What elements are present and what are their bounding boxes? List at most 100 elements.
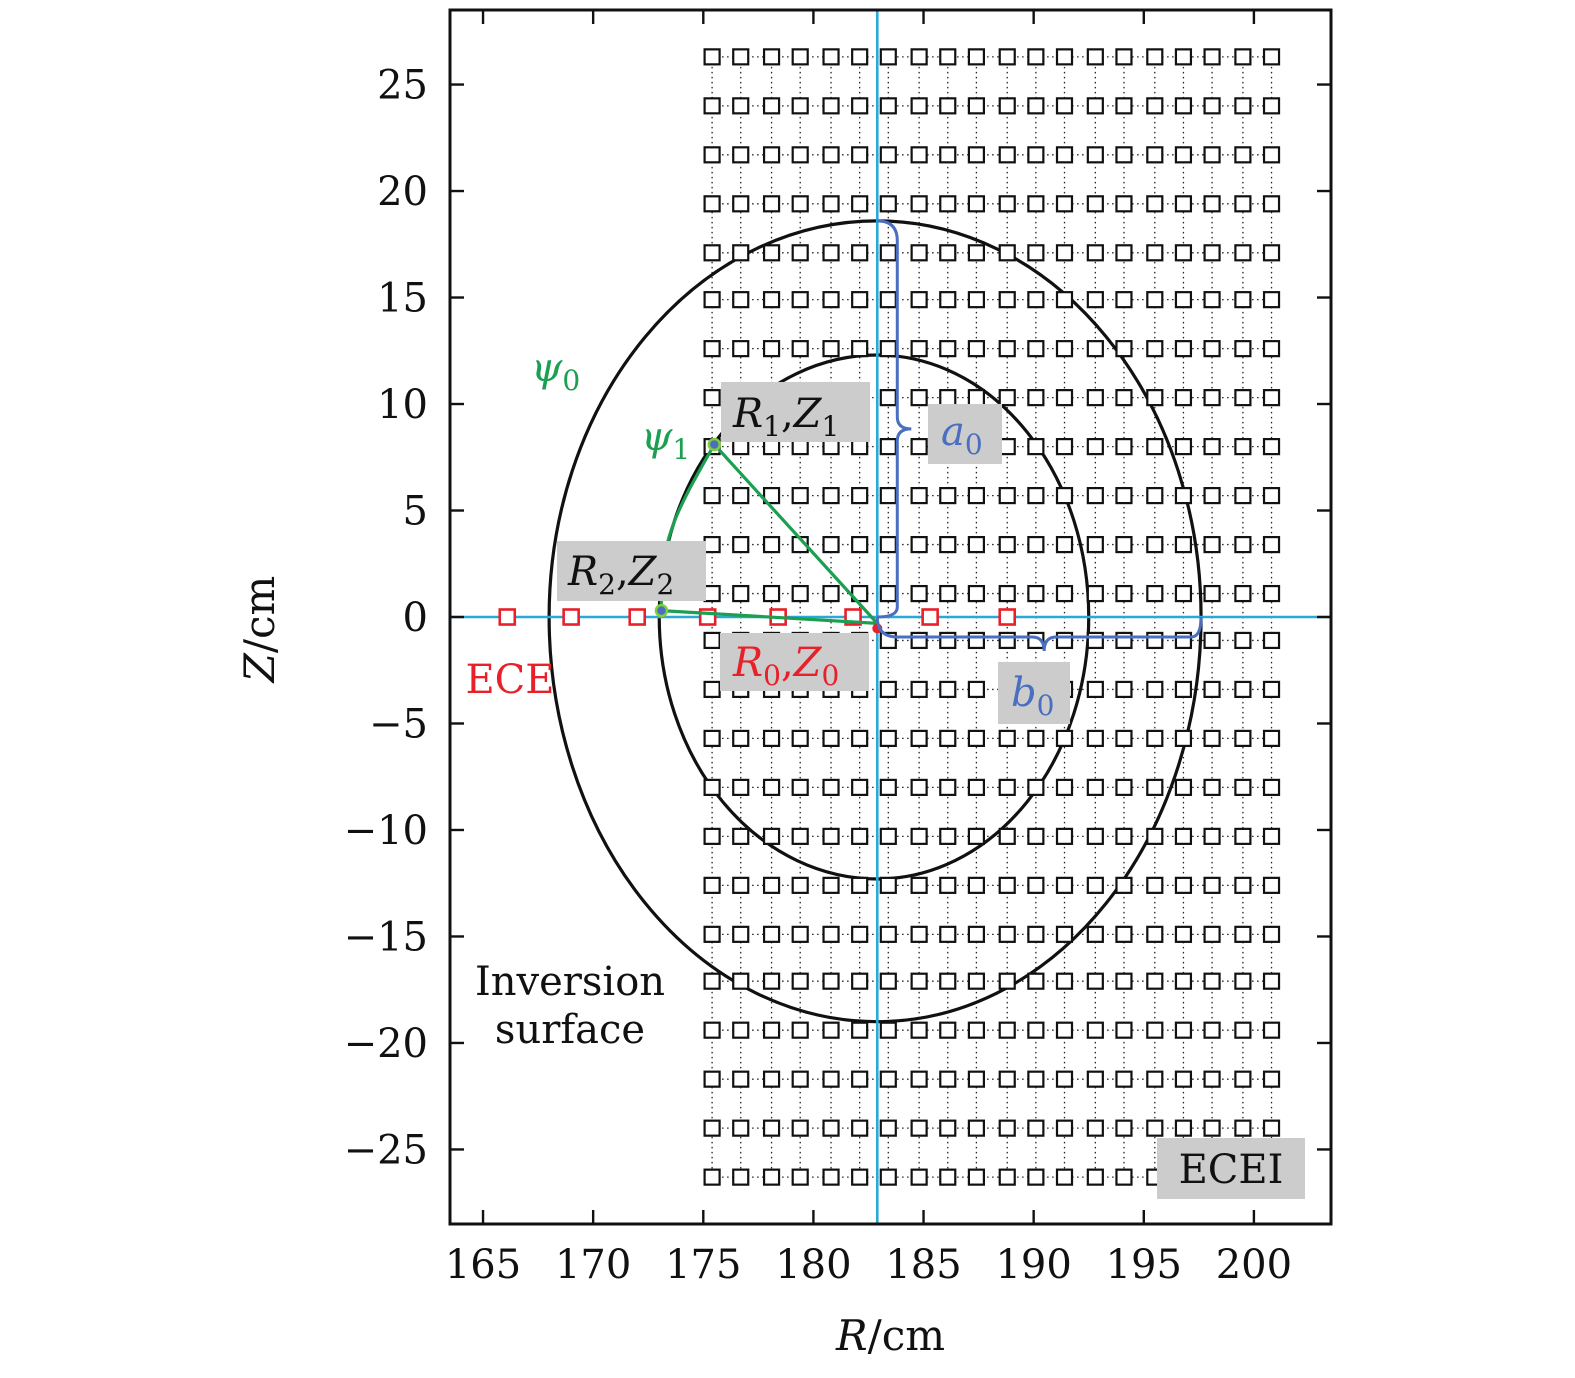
ecei-channel-marker [1262,1119,1281,1137]
ecei-channel-marker [1203,487,1221,505]
ecei-channel-marker [822,778,840,796]
ecei-channel-marker [1027,972,1045,990]
ecei-channel-marker [1146,876,1164,894]
sub: 0 [965,428,983,461]
var: a [941,409,965,455]
ecei-channel-marker [703,340,721,358]
ecei-channel-marker [1234,1119,1252,1137]
ecei-channel-marker [1027,97,1045,115]
ecei-channel-marker [1055,584,1074,603]
ecei-channel-marker [1234,778,1252,796]
ecei-channel-marker [998,291,1016,309]
ecei-channel-marker [762,244,781,262]
label-r2-z2: R2,Z2 [567,549,674,601]
ecei-channel-marker [1234,340,1252,358]
ecei-channel-marker [998,778,1016,796]
axis-label-unit: /cm [868,1311,946,1360]
comma: , [616,549,629,595]
ecei-channel-marker [1174,925,1193,943]
ecei-channel-marker [791,487,809,505]
ecei-channel-marker [1146,925,1164,943]
ecei-channel-marker [822,340,840,358]
ecei-channel-marker [1203,1021,1221,1039]
ecei-channel-marker [967,535,985,554]
ecei-channel-marker [1262,729,1281,748]
ecei-channel-marker [967,876,985,894]
ecei-channel-marker [967,195,985,213]
ecei-channel-marker [879,146,897,164]
a0-brace [877,219,912,619]
ecei-channel-marker [967,48,985,66]
ecei-channel-marker [967,1168,985,1186]
ecei-channel-marker [1262,584,1281,603]
ecei-channel-marker [1146,146,1164,164]
ecei-channel-marker [939,340,957,358]
ecei-channel-marker [967,291,985,309]
ecei-channel-marker [1055,1119,1074,1137]
ecei-channel-marker [910,729,928,748]
ecei-channel-marker [879,1119,897,1137]
ecei-channel-marker [1203,584,1221,603]
ecei-channel-marker [939,778,957,796]
ecei-channel-marker [762,291,781,309]
ecei-channel-marker [851,1168,869,1186]
y-tick-label: 20 [377,169,428,215]
ecei-channel-marker [998,827,1016,845]
ecei-channel-marker [1115,680,1133,699]
ecei-channel-marker [1055,827,1074,845]
ecei-channel-marker [939,244,957,262]
ecei-channel-marker [1055,1070,1074,1088]
ecei-channel-marker [762,972,781,990]
ecei-channel-marker [762,195,781,213]
ecei-channel-marker [703,1168,721,1186]
ecei-channel-marker [910,244,928,262]
ecei-channel-marker [1115,48,1133,66]
ecei-channel-marker [967,925,985,943]
ecei-channel-marker [732,340,750,358]
ecei-channel-marker [762,1021,781,1039]
ecei-channel-marker [879,876,897,894]
ecei-channel-marker [1234,195,1252,213]
ecei-channel-marker [851,778,869,796]
ecei-channel-marker [822,1021,840,1039]
ecei-channel-marker [703,195,721,213]
ecei-channel-marker [703,244,721,262]
ecei-channel-marker [822,925,840,943]
var: b [1011,670,1037,716]
half-axis-braces [875,219,1203,652]
label-a0: a0 [941,409,983,461]
label-box-b0 [998,662,1070,724]
ecei-channel-marker [1203,1119,1221,1137]
ecei-channel-marker [1086,535,1104,554]
ecei-channel-marker [1234,438,1252,456]
ecei-channel-marker [998,1168,1016,1186]
ecei-channel-marker [1086,1021,1104,1039]
ecei-channel-marker [851,340,869,358]
ecei-channel-marker [1086,195,1104,213]
ecei-channel-marker [1086,389,1104,407]
ecei-channel-marker [1262,827,1281,845]
ecei-channel-marker [762,778,781,796]
ecei-channel-marker [1262,195,1281,213]
ecei-channel-marker [1146,438,1164,456]
ecei-channel-marker [910,778,928,796]
ecei-channel-marker [762,97,781,115]
ecei-channel-marker [762,1119,781,1137]
ecei-channel-marker [967,631,985,650]
ecei-channel-marker [791,97,809,115]
ecei-channel-marker [1027,487,1045,505]
ecei-channel-marker [1262,631,1281,650]
ecei-channel-marker [703,1021,721,1039]
ecei-channel-marker [703,535,721,554]
ecei-channel-marker [1115,487,1133,505]
ecei-channel-marker [1086,1168,1104,1186]
ecei-channel-marker [1115,438,1133,456]
ecei-channel-marker [822,584,840,603]
ecei-channel-marker [939,972,957,990]
ecei-channel-marker [1234,631,1252,650]
ece-channel-marker [562,608,580,626]
ecei-channel-marker [1086,925,1104,943]
ecei-channel-marker [1174,97,1193,115]
ecei-channel-marker [1174,680,1193,699]
ecei-channel-marker [1027,778,1045,796]
